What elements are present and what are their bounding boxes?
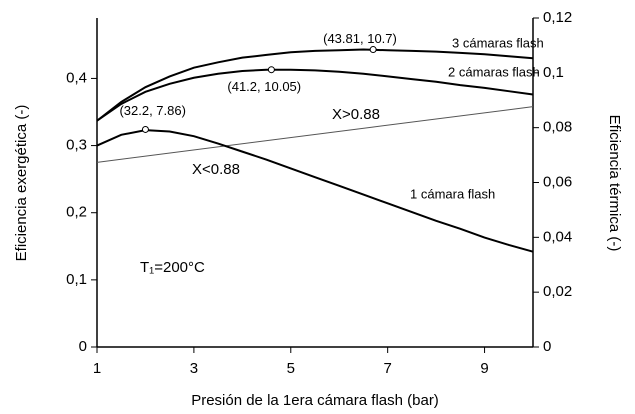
- x-tick-label: 9: [480, 360, 488, 377]
- x-tick-label: 1: [93, 360, 101, 377]
- region-label: X>0.88: [332, 106, 380, 123]
- y2-tick-label: 0,08: [543, 119, 572, 136]
- series-line: [96, 129, 534, 253]
- series-label: 1 cámara flash: [410, 186, 495, 201]
- x-tick-label: 5: [287, 360, 295, 377]
- y-tick-label: 0,2: [66, 204, 87, 221]
- y2-axis-title: Eficiencia térmica (-): [606, 115, 623, 252]
- divider-line: [96, 106, 534, 163]
- y-tick-label: 0,1: [66, 271, 87, 288]
- series-label: 3 cámaras flash: [452, 35, 544, 50]
- y-tick-label: 0,3: [66, 137, 87, 154]
- y2-tick-label: 0: [543, 338, 551, 355]
- y2-tick-label: 0,12: [543, 9, 572, 26]
- y2-tick-label: 0,06: [543, 173, 572, 190]
- y2-tick-label: 0,1: [543, 64, 564, 81]
- annotation-label: (32.2, 7.86): [119, 103, 186, 118]
- y2-tick-label: 0,04: [543, 228, 572, 245]
- x-axis-title: Presión de la 1era cámara flash (bar): [191, 392, 439, 409]
- annotation-marker: [369, 46, 377, 54]
- annotation-marker: [267, 66, 275, 74]
- x-tick-label: 3: [190, 360, 198, 377]
- y2-tick-label: 0,02: [543, 283, 572, 300]
- region-label: X<0.88: [192, 161, 240, 178]
- series-line: [96, 68, 534, 122]
- series-label: 2 cámaras flash: [448, 64, 540, 79]
- series-line: [96, 48, 534, 122]
- condition-note: T₁=200°C: [140, 259, 205, 276]
- annotation-label: (43.81, 10.7): [323, 31, 397, 46]
- annotation-label: (41.2, 10.05): [227, 79, 301, 94]
- y-tick-label: 0: [79, 338, 87, 355]
- annotation-marker: [141, 125, 149, 133]
- y-axis-title: Eficiencia exergética (-): [13, 105, 30, 262]
- y-tick-label: 0,4: [66, 69, 87, 86]
- x-tick-label: 7: [383, 360, 391, 377]
